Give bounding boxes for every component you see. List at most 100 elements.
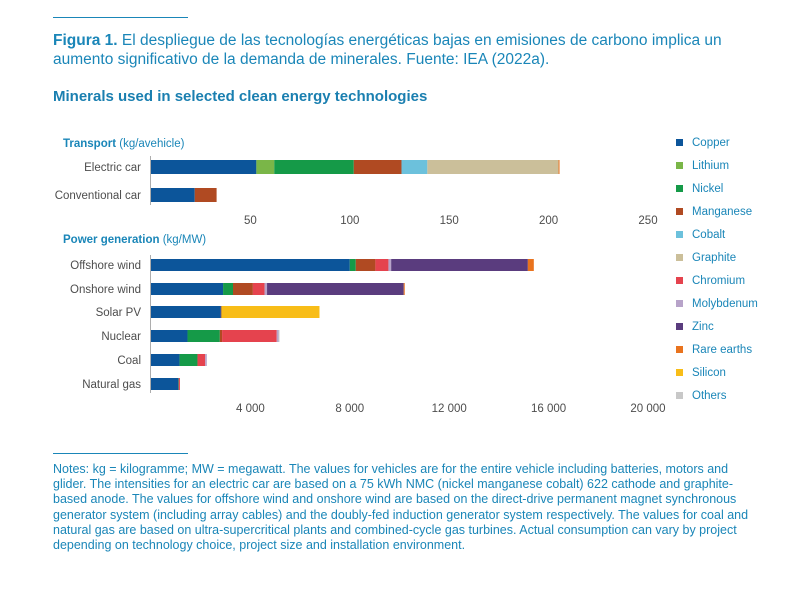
panel-title-label: Transport bbox=[63, 138, 119, 150]
tick-label: 50 bbox=[244, 215, 257, 227]
tick-label: 100 bbox=[340, 215, 359, 227]
tick-label: 20 000 bbox=[630, 403, 665, 415]
legend-swatch bbox=[676, 185, 683, 192]
bar-segment-nickel bbox=[274, 160, 354, 174]
bar-segment-nickel bbox=[179, 354, 198, 366]
legend-swatch bbox=[676, 323, 683, 330]
bar-segment-chromium bbox=[222, 330, 277, 342]
bar-segment-copper bbox=[151, 188, 195, 202]
bar-segment-graphite bbox=[427, 160, 559, 174]
bar-segment-copper bbox=[151, 378, 179, 390]
bar-segment-manganese bbox=[355, 259, 376, 271]
legend-label: Chromium bbox=[692, 274, 746, 287]
legend-label: Graphite bbox=[692, 251, 737, 264]
panel-title: Transport (kg/avehicle) bbox=[63, 138, 185, 150]
bar-segment-others bbox=[278, 330, 280, 342]
notes-text: Notes: kg = kilogramme; MW = megawatt. T… bbox=[53, 462, 749, 553]
legend-label: Nickel bbox=[692, 182, 724, 195]
tick-label: 16 000 bbox=[531, 403, 566, 415]
bar-segment-zinc bbox=[267, 283, 404, 295]
legend-swatch bbox=[676, 346, 683, 353]
bar-segment-nickel bbox=[349, 259, 356, 271]
legend-label: Copper bbox=[692, 136, 730, 149]
figure-caption-text: El despliegue de las tecnologías energét… bbox=[53, 32, 722, 68]
bar-segment-silicon bbox=[221, 306, 320, 318]
bar-segment-lithium bbox=[256, 160, 275, 174]
legend-item: Zinc bbox=[676, 315, 758, 338]
legend-label: Manganese bbox=[692, 205, 753, 218]
bar-segment-manganese bbox=[219, 330, 223, 342]
legend-swatch bbox=[676, 277, 683, 284]
legend-item: Silicon bbox=[676, 361, 758, 384]
legend-swatch bbox=[676, 300, 683, 307]
legend-swatch bbox=[676, 392, 683, 399]
panel-unit: (kg/avehicle) bbox=[119, 138, 184, 150]
legend-label: Molybdenum bbox=[692, 297, 758, 310]
tick-label: 150 bbox=[440, 215, 459, 227]
bar-segment-cobalt bbox=[401, 160, 428, 174]
bar-segment-chromium bbox=[252, 283, 265, 295]
legend-swatch bbox=[676, 254, 683, 261]
bar-segment-nickel bbox=[223, 283, 234, 295]
panel-title: Power generation (kg/MW) bbox=[63, 234, 206, 246]
legend: Copper Lithium Nickel Manganese Cobalt Graphi… bbox=[676, 131, 758, 407]
tick-label: 4 000 bbox=[236, 403, 265, 415]
legend-item: Copper bbox=[676, 131, 758, 154]
category-label: Offshore wind bbox=[70, 260, 141, 272]
bar-segment-rare-earths bbox=[558, 160, 560, 174]
bar-segment-chromium bbox=[178, 378, 180, 390]
legend-swatch bbox=[676, 208, 683, 215]
legend-label: Lithium bbox=[692, 159, 730, 172]
bar-segment-rare-earths bbox=[527, 259, 534, 271]
legend-label: Others bbox=[692, 389, 727, 402]
figure-caption-label: Figura 1. bbox=[53, 32, 118, 49]
bar-segment-copper bbox=[151, 306, 221, 318]
legend-label: Cobalt bbox=[692, 228, 726, 241]
legend-label: Rare earths bbox=[692, 343, 753, 356]
bar-segment-chromium bbox=[375, 259, 389, 271]
category-label: Coal bbox=[117, 355, 141, 367]
bar-segment-copper bbox=[151, 283, 224, 295]
bar-segment-copper bbox=[151, 354, 180, 366]
bar-segment-manganese bbox=[194, 188, 217, 202]
category-label: Solar PV bbox=[96, 307, 142, 319]
category-label: Conventional car bbox=[55, 190, 141, 202]
bar-segment-rare-earths bbox=[403, 283, 405, 295]
figure-caption: Figura 1. El despliegue de las tecnologí… bbox=[53, 31, 753, 69]
legend-item: Lithium bbox=[676, 154, 758, 177]
legend-swatch bbox=[676, 139, 683, 146]
bar-segment-chromium bbox=[197, 354, 206, 366]
chart-title: Minerals used in selected clean energy t… bbox=[53, 88, 428, 105]
bar-segment-copper bbox=[151, 259, 350, 271]
panel-title-label: Power generation bbox=[63, 234, 163, 246]
bar-segment-molybdenum bbox=[205, 354, 207, 366]
legend-item: Nickel bbox=[676, 177, 758, 200]
category-label: Nuclear bbox=[101, 331, 141, 343]
tick-label: 8 000 bbox=[335, 403, 364, 415]
bar-segment-nickel bbox=[187, 330, 220, 342]
bar-segment-manganese bbox=[233, 283, 253, 295]
bar-segment-copper bbox=[151, 160, 257, 174]
legend-swatch bbox=[676, 369, 683, 376]
panel-unit: (kg/MW) bbox=[163, 234, 207, 246]
legend-item: Cobalt bbox=[676, 223, 758, 246]
tick-label: 12 000 bbox=[432, 403, 467, 415]
legend-item: Rare earths bbox=[676, 338, 758, 361]
bar-segment-zinc bbox=[391, 259, 528, 271]
legend-label: Silicon bbox=[692, 366, 726, 379]
bar-segment-molybdenum bbox=[264, 283, 268, 295]
legend-item: Graphite bbox=[676, 246, 758, 269]
bar-segment-molybdenum bbox=[388, 259, 392, 271]
legend-item: Chromium bbox=[676, 269, 758, 292]
bar-segment-zinc bbox=[220, 306, 222, 318]
legend-swatch bbox=[676, 231, 683, 238]
bar-segment-copper bbox=[151, 330, 188, 342]
legend-item: Others bbox=[676, 384, 758, 407]
legend-label: Zinc bbox=[692, 320, 714, 333]
bar-segment-manganese bbox=[353, 160, 402, 174]
bar-segment-molybdenum bbox=[276, 330, 279, 342]
tick-label: 200 bbox=[539, 215, 558, 227]
notes-rule bbox=[53, 453, 188, 454]
legend-item: Manganese bbox=[676, 200, 758, 223]
